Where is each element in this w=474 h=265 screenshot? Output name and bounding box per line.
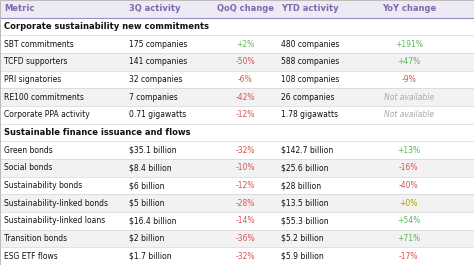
Text: Transition bonds: Transition bonds [4, 234, 67, 243]
Text: -40%: -40% [399, 181, 419, 190]
Text: QoQ change: QoQ change [217, 4, 274, 13]
Bar [0, 106, 474, 124]
Bar [0, 35, 474, 53]
Text: +13%: +13% [397, 146, 420, 155]
Text: $5.2 billion: $5.2 billion [281, 234, 324, 243]
Bar [0, 71, 474, 88]
Bar [0, 18, 474, 35]
Text: 26 companies: 26 companies [281, 93, 335, 102]
Bar [0, 124, 474, 141]
Text: -16%: -16% [399, 163, 419, 172]
Text: -42%: -42% [236, 93, 255, 102]
Text: SBT commitments: SBT commitments [4, 40, 73, 49]
Text: $13.5 billion: $13.5 billion [281, 199, 328, 208]
Text: $35.1 billion: $35.1 billion [129, 146, 177, 155]
Text: Corporate PPA activity: Corporate PPA activity [4, 110, 90, 119]
Text: Not available: Not available [384, 110, 434, 119]
Text: YTD activity: YTD activity [281, 4, 339, 13]
Text: +71%: +71% [397, 234, 420, 243]
Text: Green bonds: Green bonds [4, 146, 53, 155]
Text: $28 billion: $28 billion [281, 181, 321, 190]
Bar [0, 212, 474, 230]
Text: -32%: -32% [236, 252, 255, 261]
Text: $1.7 billion: $1.7 billion [129, 252, 172, 261]
Text: $8.4 billion: $8.4 billion [129, 163, 172, 172]
Text: -10%: -10% [236, 163, 255, 172]
Bar [0, 88, 474, 106]
Text: -9%: -9% [401, 75, 416, 84]
Text: +0%: +0% [400, 199, 418, 208]
Text: Not available: Not available [384, 93, 434, 102]
Text: 32 companies: 32 companies [129, 75, 183, 84]
Text: -12%: -12% [236, 181, 255, 190]
Text: +2%: +2% [236, 40, 255, 49]
Text: 480 companies: 480 companies [281, 40, 339, 49]
Text: 108 companies: 108 companies [281, 75, 339, 84]
Bar [0, 247, 474, 265]
Text: $16.4 billion: $16.4 billion [129, 216, 177, 225]
Bar [0, 230, 474, 247]
Text: +54%: +54% [397, 216, 420, 225]
Text: 141 companies: 141 companies [129, 57, 188, 66]
Text: 3Q activity: 3Q activity [129, 4, 181, 13]
Text: PRI signatories: PRI signatories [4, 75, 61, 84]
Text: ESG ETF flows: ESG ETF flows [4, 252, 57, 261]
Text: 1.78 gigawatts: 1.78 gigawatts [281, 110, 338, 119]
Text: $5.9 billion: $5.9 billion [281, 252, 324, 261]
Bar [0, 53, 474, 71]
Text: RE100 commitments: RE100 commitments [4, 93, 84, 102]
Text: -17%: -17% [399, 252, 419, 261]
Text: +191%: +191% [395, 40, 423, 49]
Text: Sustainable finance issuance and flows: Sustainable finance issuance and flows [4, 128, 190, 137]
Text: -32%: -32% [236, 146, 255, 155]
Text: $25.6 billion: $25.6 billion [281, 163, 328, 172]
Text: 7 companies: 7 companies [129, 93, 178, 102]
Text: $55.3 billion: $55.3 billion [281, 216, 328, 225]
Text: 0.71 gigawatts: 0.71 gigawatts [129, 110, 187, 119]
Text: -14%: -14% [236, 216, 255, 225]
Text: $142.7 billion: $142.7 billion [281, 146, 333, 155]
Text: Metric: Metric [4, 4, 34, 13]
Text: +47%: +47% [397, 57, 420, 66]
Text: -50%: -50% [236, 57, 255, 66]
Text: $5 billion: $5 billion [129, 199, 165, 208]
Text: -12%: -12% [236, 110, 255, 119]
Text: -28%: -28% [236, 199, 255, 208]
Text: Sustainability bonds: Sustainability bonds [4, 181, 82, 190]
Text: Corporate sustainability new commitments: Corporate sustainability new commitments [4, 22, 209, 31]
Bar [0, 159, 474, 177]
Text: 588 companies: 588 companies [281, 57, 339, 66]
Text: 175 companies: 175 companies [129, 40, 188, 49]
Bar [0, 141, 474, 159]
Text: Social bonds: Social bonds [4, 163, 52, 172]
Text: $2 billion: $2 billion [129, 234, 165, 243]
Bar [0, 0, 474, 18]
Text: TCFD supporters: TCFD supporters [4, 57, 67, 66]
Text: YoY change: YoY change [382, 4, 436, 13]
Text: $6 billion: $6 billion [129, 181, 165, 190]
Text: Sustainability-linked bonds: Sustainability-linked bonds [4, 199, 108, 208]
Bar [0, 194, 474, 212]
Text: Sustainability-linked loans: Sustainability-linked loans [4, 216, 105, 225]
Text: -6%: -6% [238, 75, 253, 84]
Bar [0, 177, 474, 194]
Text: -36%: -36% [236, 234, 255, 243]
